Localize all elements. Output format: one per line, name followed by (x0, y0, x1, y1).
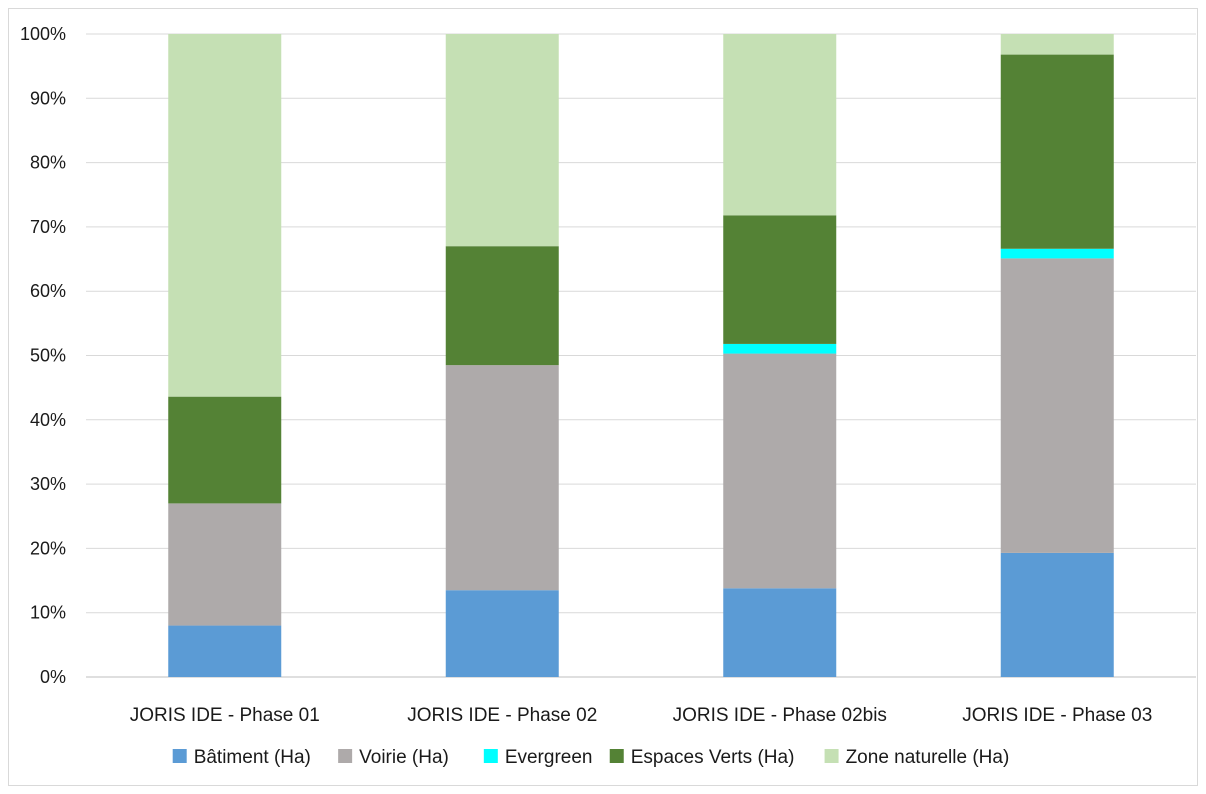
bar-segment-evergreen (1000, 248, 1114, 259)
y-tick-label: 60% (30, 281, 66, 301)
y-axis-ticks: 0% 10% 20% 30% 40% 50% 60% 70% 80% 90% 100% (20, 24, 66, 687)
y-tick-label: 80% (30, 153, 66, 173)
bar-segment-b-timent-ha (723, 588, 837, 677)
legend-item: Zone naturelle (Ha) (824, 747, 1010, 768)
y-tick-label: 20% (30, 538, 66, 558)
bars (168, 34, 1114, 677)
x-axis-ticks: JORIS IDE - Phase 01 JORIS IDE - Phase 02… (130, 705, 1153, 726)
bar-segment-espaces-verts-ha (168, 396, 282, 504)
legend-label: Voirie (Ha) (359, 747, 449, 768)
legend-swatch (609, 749, 624, 763)
legend-swatch (338, 749, 353, 763)
legend-swatch (172, 749, 187, 763)
bar-segment-espaces-verts-ha (445, 246, 559, 366)
x-tick-label: JORIS IDE - Phase 03 (962, 705, 1152, 726)
bar-segment-evergreen (723, 343, 837, 354)
x-tick-label: JORIS IDE - Phase 01 (130, 705, 320, 726)
bar-segment-b-timent-ha (168, 625, 282, 677)
legend-item: Espaces Verts (Ha) (609, 747, 795, 768)
bar-segment-zone-naturelle-ha (168, 34, 282, 397)
bar-segment-b-timent-ha (1000, 552, 1114, 677)
legend-item: Evergreen (483, 747, 593, 768)
legend-label: Zone naturelle (Ha) (846, 747, 1010, 768)
legend-swatch (483, 749, 498, 763)
y-tick-label: 70% (30, 217, 66, 237)
legend-label: Espaces Verts (Ha) (631, 747, 795, 768)
legend-item: Voirie (Ha) (338, 747, 449, 768)
bar-segment-zone-naturelle-ha (445, 34, 559, 247)
y-tick-label: 0% (40, 667, 66, 687)
y-tick-label: 50% (30, 346, 66, 366)
bar-segment-zone-naturelle-ha (723, 34, 837, 216)
bar-segment-voirie-ha (445, 365, 559, 591)
bar-segment-espaces-verts-ha (723, 215, 837, 344)
legend-label: Evergreen (505, 747, 593, 768)
bar-segment-voirie-ha (1000, 258, 1114, 553)
bar-segment-b-timent-ha (445, 590, 559, 677)
bar-segment-voirie-ha (168, 503, 282, 626)
bar-segment-zone-naturelle-ha (1000, 34, 1114, 55)
legend: Bâtiment (Ha) Voirie (Ha) Evergreen Espaces… (172, 747, 1010, 768)
y-tick-label: 90% (30, 88, 66, 108)
legend-label: Bâtiment (Ha) (194, 747, 311, 768)
x-tick-label: JORIS IDE - Phase 02 (407, 705, 597, 726)
y-tick-label: 40% (30, 410, 66, 430)
y-tick-label: 100% (20, 24, 66, 44)
x-tick-label: JORIS IDE - Phase 02bis (673, 705, 887, 726)
bar-segment-espaces-verts-ha (1000, 54, 1114, 249)
y-tick-label: 10% (30, 603, 66, 623)
y-tick-label: 30% (30, 474, 66, 494)
legend-item: Bâtiment (Ha) (172, 747, 311, 768)
legend-swatch (824, 749, 839, 763)
bar-segment-voirie-ha (723, 353, 837, 589)
